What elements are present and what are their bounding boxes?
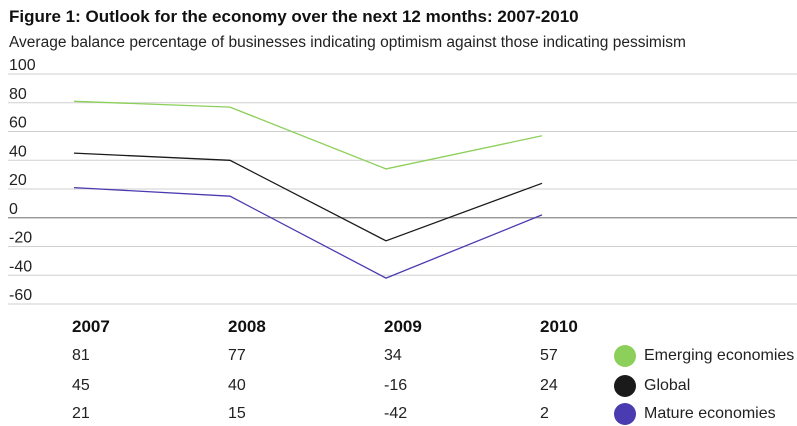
year-header-2007: 2007 — [72, 317, 110, 336]
chart-title: Figure 1: Outlook for the economy over t… — [9, 7, 579, 26]
legend-label: Global — [644, 377, 691, 394]
series-line-emerging-economies — [73, 100, 543, 170]
table-cell: 34 — [384, 347, 402, 364]
y-tick-label: -60 — [9, 287, 32, 304]
y-tick-label: 40 — [9, 143, 27, 160]
table-cell: 15 — [228, 405, 246, 422]
y-tick-label: 60 — [9, 115, 27, 132]
legend-item-emerging: Emerging economies — [614, 345, 794, 367]
y-tick-label: 80 — [9, 86, 27, 103]
legend-item-global: Global — [614, 375, 690, 397]
table-cell: 77 — [228, 347, 246, 364]
table-cell: 21 — [72, 405, 90, 422]
table-cell: 24 — [540, 377, 558, 394]
y-tick-label: 0 — [9, 201, 18, 218]
chart-subtitle: Average balance percentage of businesses… — [9, 34, 686, 51]
y-tick-label: 20 — [9, 172, 27, 189]
legend-dot-icon — [614, 375, 636, 397]
line-chart: 100 80 60 40 20 0 -20 -40 -60 — [8, 57, 797, 305]
year-header-2010: 2010 — [540, 317, 578, 336]
y-tick-labels: 100 80 60 40 20 0 -20 -40 -60 — [9, 57, 36, 304]
table-cell: 57 — [540, 347, 558, 364]
legend-label: Mature economies — [644, 405, 776, 422]
table-cell: 2 — [540, 405, 549, 422]
legend-dot-icon — [614, 345, 636, 367]
series-line-global — [73, 152, 543, 242]
gridlines — [8, 73, 797, 305]
y-tick-label: -20 — [9, 230, 32, 247]
table-cell: 81 — [72, 347, 90, 364]
legend-item-mature: Mature economies — [614, 403, 776, 425]
year-header-2009: 2009 — [384, 317, 422, 336]
series-lines — [73, 100, 543, 279]
legend-label: Emerging economies — [644, 347, 795, 364]
legend-dot-icon — [614, 403, 636, 425]
series-line-mature-economies — [73, 186, 543, 279]
table-cell: 40 — [228, 377, 246, 394]
year-header-2008: 2008 — [228, 317, 266, 336]
y-tick-label: -40 — [9, 258, 32, 275]
table-cell: -42 — [384, 405, 408, 422]
y-tick-label: 100 — [9, 57, 36, 74]
table-cell: -16 — [384, 377, 408, 394]
table-cell: 45 — [72, 377, 90, 394]
